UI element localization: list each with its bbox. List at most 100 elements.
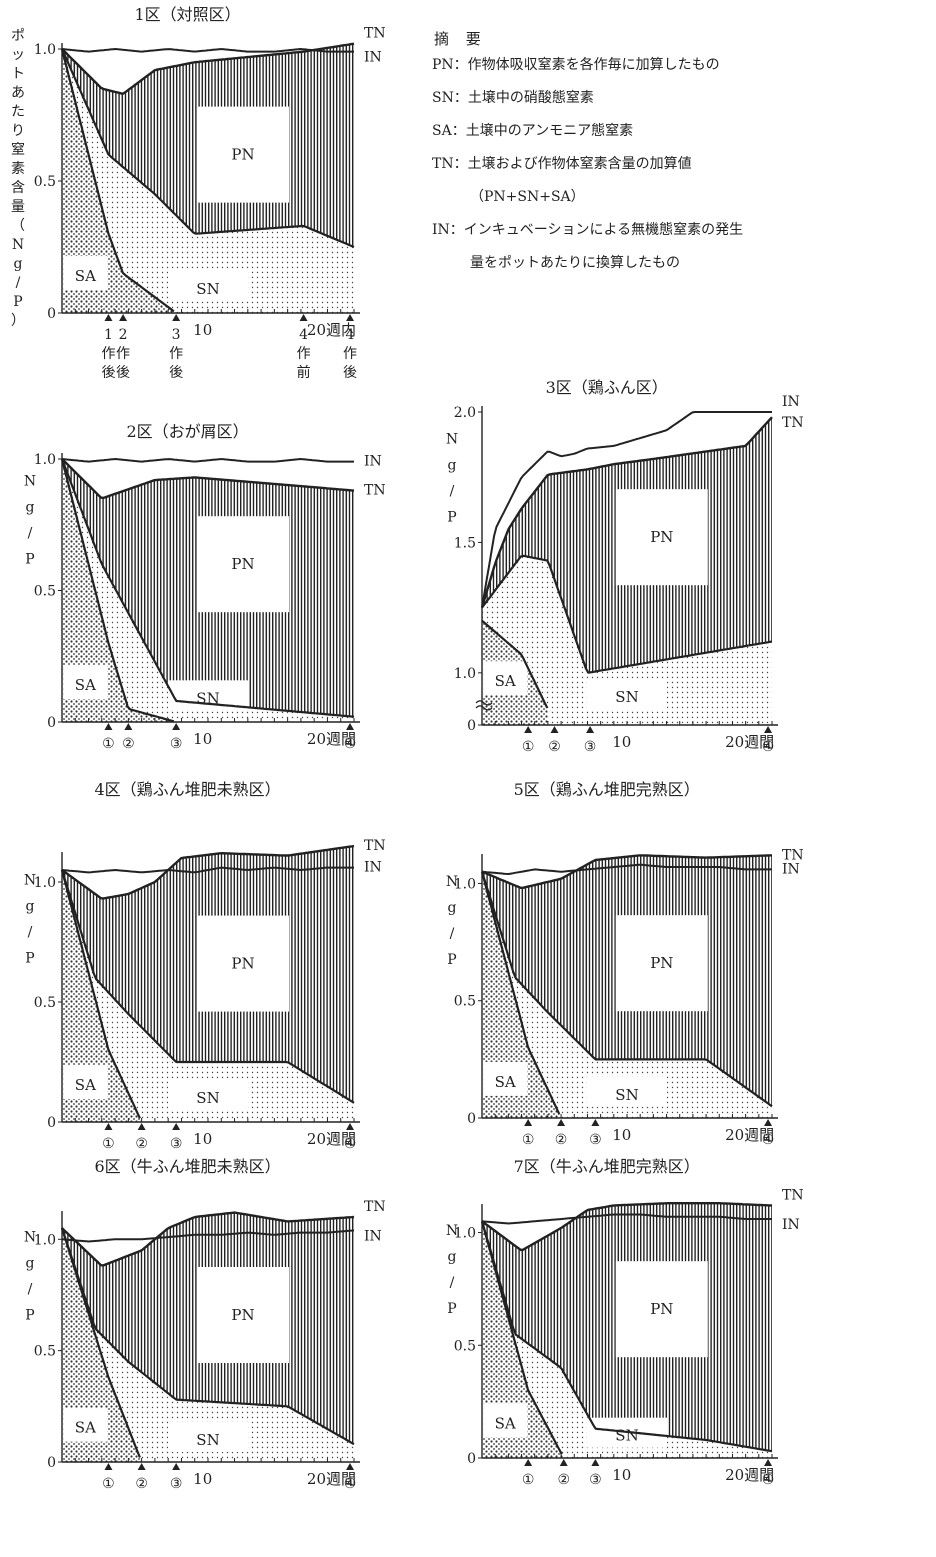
crop-marker-label: ③ <box>170 1136 183 1152</box>
crop-marker-label: ② <box>135 1136 148 1152</box>
y-axis-label-char: り <box>11 123 25 139</box>
y-axis-label-char: N <box>446 1223 458 1239</box>
crop-marker-label: 4 <box>346 327 355 343</box>
crop-marker-label: ② <box>548 739 561 755</box>
crop-marker <box>346 1123 355 1130</box>
y-axis-label-char: / <box>450 1275 455 1291</box>
crop-marker <box>137 1123 146 1130</box>
y-axis-label-char: P <box>447 509 456 525</box>
legend-item-in: IN：インキュベーションによる無機態窒素の発生 <box>432 222 932 238</box>
in-line <box>481 863 772 875</box>
crop-marker <box>172 314 181 321</box>
sn-label: SN <box>196 1431 219 1449</box>
y-axis-label-char: N <box>446 431 458 447</box>
sa-label-box <box>63 1407 108 1442</box>
pn-label-box <box>197 516 290 613</box>
y-axis-label-char: / <box>16 275 21 291</box>
sa-line <box>60 48 175 313</box>
chart-title: 6区（牛ふん堆肥未熟区） <box>94 1157 280 1176</box>
crop-marker-label: ① <box>522 739 535 755</box>
y-axis-label-char: P <box>447 952 456 968</box>
sn-area <box>62 1228 354 1462</box>
y-tick-label: 0 <box>47 1455 56 1471</box>
crop-marker <box>524 726 533 733</box>
crop-marker-label: 後 <box>169 365 183 381</box>
tn-line <box>61 42 355 96</box>
y-tick-label: 1.0 <box>454 1226 476 1242</box>
y-axis-label-char: / <box>450 926 455 942</box>
tn-end-label: TN <box>364 483 386 499</box>
y-tick-label: 2.0 <box>454 405 476 421</box>
crop-marker <box>559 1459 568 1466</box>
legend-item-tn: TN：土壌および作物体窒素含量の加算値 <box>432 156 932 172</box>
sa-label: SA <box>75 676 96 694</box>
y-tick-label: 0 <box>467 1451 476 1467</box>
y-axis-label-char: g <box>448 1249 457 1265</box>
crop-marker-label: 前 <box>297 364 311 381</box>
pn-label: PN <box>650 528 673 546</box>
in-line <box>481 1213 772 1225</box>
sn-line <box>480 1220 773 1453</box>
legend-item-tn-formula: （PN+SN+SA） <box>432 189 932 205</box>
sa-area <box>482 871 562 1118</box>
y-tick-label: 0.5 <box>34 995 56 1011</box>
tn-end-label: TN <box>364 1199 386 1215</box>
chart-panel-p6: 0 0.5 1.0 6区（牛ふん堆肥未熟区） Ng / P PN SN SA TN IN ① ② ③ ④ 10 2… <box>24 1157 386 1492</box>
x-tick-label: 10 <box>612 733 631 751</box>
y-axis-label-char: （ <box>11 218 25 234</box>
crop-marker <box>104 1123 113 1130</box>
y-axis-label-char: ） <box>11 313 25 329</box>
y-axis-label-char: g <box>26 499 35 515</box>
y-axis-label-char: 量 <box>11 199 25 215</box>
in-end-label: IN <box>782 1217 800 1233</box>
crop-marker-label: ④ <box>762 1132 775 1148</box>
y-tick-label: 1.0 <box>34 875 56 891</box>
sa-area <box>482 1221 564 1458</box>
y-axis-label-char: P <box>25 1308 34 1324</box>
y-axis-label-char: N <box>446 874 458 890</box>
y-axis-label-char: / <box>28 525 33 541</box>
x-tick-label: 10 <box>193 1130 212 1148</box>
legend-text-in: IN：インキュベーションによる無機態窒素の発生 <box>432 222 744 238</box>
crop-marker <box>764 1119 773 1126</box>
chart-title: 3区（鶏ふん区） <box>546 378 668 397</box>
sa-area <box>62 49 177 313</box>
y-axis-label-char: g <box>448 457 457 473</box>
y-axis-label-char: / <box>28 924 33 940</box>
crop-marker <box>137 1463 146 1470</box>
in-line <box>61 48 354 53</box>
y-tick-label: 0 <box>467 718 476 734</box>
pn-label: PN <box>231 955 254 973</box>
crop-marker <box>524 1119 533 1126</box>
crop-marker-label: 後 <box>101 365 115 381</box>
x-tick-label: 10 <box>193 321 212 339</box>
legend-text-sn: SN：土壌中の硝酸態窒素 <box>432 90 594 106</box>
crop-marker-label: ② <box>555 1132 568 1148</box>
legend-item-pn: PN：作物体吸収窒素を各作毎に加算したもの <box>432 57 932 73</box>
crop-marker <box>764 726 773 733</box>
crop-marker <box>591 1459 600 1466</box>
sn-line <box>480 871 773 1108</box>
y-axis-label-char: あ <box>11 85 25 101</box>
chart-panel-p3: 0 1.0 1.5 2.0 3区（鶏ふん区） Ng / P PN SN SA TN IN ① ② ③ ④ 10 20… <box>446 378 804 755</box>
crop-marker-label: ① <box>102 736 115 752</box>
y-axis-label-char: N <box>24 872 36 888</box>
legend-item-sn: SN：土壌中の硝酸態窒素 <box>432 90 932 106</box>
y-axis-label-char: g <box>448 900 457 916</box>
crop-marker-label: ③ <box>170 736 183 752</box>
sa-label: SA <box>75 267 96 285</box>
crop-marker <box>299 314 308 321</box>
crop-marker-label: 2 <box>119 327 128 343</box>
y-tick-label: 1.0 <box>34 452 56 468</box>
x-tick-label: 20週間 <box>725 1466 774 1484</box>
legend-summary: 摘 要 PN：作物体吸収窒素を各作毎に加算したもの SN：土壌中の硝酸態窒素 S… <box>432 28 932 288</box>
crop-marker-label: ② <box>135 1476 148 1492</box>
chart-panel-p2: 0 0.5 1.0 2区（おが屑区） Ng / P PN SN SA TN IN ① ② ③ ④ 10 20週間 <box>24 422 386 752</box>
pn-label: PN <box>650 954 673 972</box>
crop-marker-label: ④ <box>762 1472 775 1488</box>
x-tick-label: 20週間 <box>725 1126 774 1144</box>
y-tick-label: 1.0 <box>454 666 476 682</box>
sn-label-box <box>168 1421 248 1452</box>
sn-area <box>62 870 354 1122</box>
